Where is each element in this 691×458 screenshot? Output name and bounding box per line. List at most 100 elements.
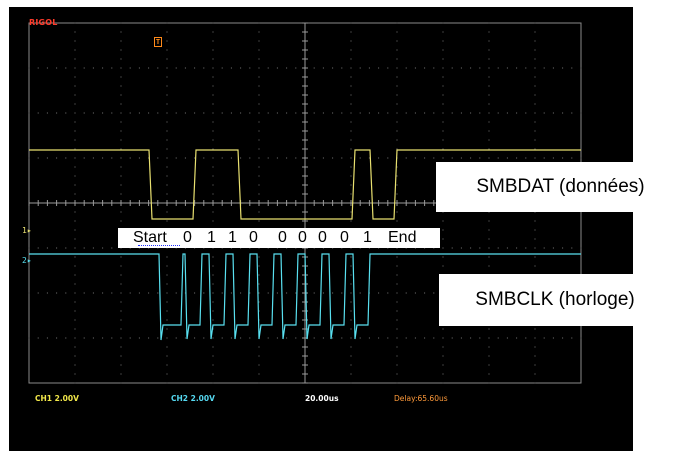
grid-dot: [184, 157, 186, 159]
grid-dot: [534, 103, 536, 105]
grid-dot: [350, 175, 352, 177]
grid-dot: [258, 148, 260, 150]
grid-dot: [120, 310, 122, 312]
grid-dot: [258, 40, 260, 42]
grid-dot: [359, 112, 361, 114]
grid-dot: [460, 112, 462, 114]
grid-dot: [74, 265, 76, 267]
grid-dot: [534, 211, 536, 213]
grid-dot: [322, 337, 324, 339]
grid-dot: [506, 157, 508, 159]
grid-dot: [488, 247, 490, 249]
grid-dot: [166, 130, 168, 132]
grid-dot: [534, 139, 536, 141]
grid-dot: [258, 382, 260, 384]
grid-dot: [258, 166, 260, 168]
grid-dot: [368, 337, 370, 339]
grid-dot: [74, 139, 76, 141]
grid-dot: [212, 337, 214, 339]
grid-dot: [424, 337, 426, 339]
grid-dot: [451, 247, 453, 249]
grid-dot: [120, 328, 122, 330]
grid-dot: [166, 184, 168, 186]
grid-dot: [350, 67, 352, 69]
grid-dot: [543, 247, 545, 249]
grid-dot: [249, 337, 251, 339]
grid-dot: [120, 49, 122, 51]
grid-dot: [230, 112, 232, 114]
grid-dot: [46, 247, 48, 249]
grid-dot: [120, 211, 122, 213]
grid-dot: [451, 157, 453, 159]
grid-dot: [148, 337, 150, 339]
grid-dot: [258, 121, 260, 123]
grid-dot: [286, 292, 288, 294]
grid-dot: [350, 256, 352, 258]
grid-dot: [396, 247, 398, 249]
grid-dot: [46, 292, 48, 294]
grid-dot: [120, 76, 122, 78]
grid-dot: [470, 112, 472, 114]
grid-dot: [221, 157, 223, 159]
grid-dot: [534, 256, 536, 258]
grid-dot: [56, 247, 58, 249]
grid-dot: [65, 112, 67, 114]
grid-dot: [258, 22, 260, 24]
grid-dot: [258, 85, 260, 87]
grid-dot: [313, 157, 315, 159]
ch2-level-marker: 2▸: [22, 256, 32, 265]
grid-dot: [396, 256, 398, 258]
grid-dot: [102, 67, 104, 69]
grid-dot: [240, 292, 242, 294]
grid-dot: [396, 382, 398, 384]
grid-dot: [534, 40, 536, 42]
grid-dot: [525, 337, 527, 339]
smbdat-label: SMBDAT (données): [436, 162, 685, 212]
grid-dot: [350, 148, 352, 150]
grid-dot: [148, 292, 150, 294]
grid-dot: [414, 112, 416, 114]
grid-dot: [258, 112, 260, 114]
grid-dot: [120, 283, 122, 285]
grid-dot: [479, 112, 481, 114]
grid-dot: [74, 247, 76, 249]
grid-dot: [65, 292, 67, 294]
grid-dot: [350, 337, 352, 339]
grid-dot: [267, 112, 269, 114]
grid-dot: [534, 121, 536, 123]
grid-dot: [212, 319, 214, 321]
grid-dot: [396, 211, 398, 213]
grid-dot: [534, 58, 536, 60]
grid-dot: [387, 67, 389, 69]
grid-dot: [350, 139, 352, 141]
grid-dot: [295, 247, 297, 249]
grid-dot: [258, 103, 260, 105]
grid-dot: [442, 346, 444, 348]
grid-dot: [148, 67, 150, 69]
grid-dot: [442, 373, 444, 375]
grid-dot: [378, 67, 380, 69]
grid-dot: [92, 67, 94, 69]
grid-dot: [350, 355, 352, 357]
grid-dot: [470, 337, 472, 339]
grid-dot: [212, 274, 214, 276]
grid-dot: [470, 67, 472, 69]
grid-dot: [396, 22, 398, 24]
grid-dot: [212, 121, 214, 123]
grid-dot: [497, 67, 499, 69]
grid-dot: [396, 337, 398, 339]
grid-dot: [221, 247, 223, 249]
grid-dot: [424, 67, 426, 69]
grid-dot: [129, 112, 131, 114]
grid-dot: [396, 265, 398, 267]
grid-dot: [516, 112, 518, 114]
grid-dot: [120, 85, 122, 87]
grid-dot: [111, 247, 113, 249]
smbclk-trace: [29, 253, 581, 341]
grid-dot: [28, 157, 30, 159]
grid-dot: [396, 94, 398, 96]
grid-dot: [424, 112, 426, 114]
grid-dot: [74, 85, 76, 87]
grid-dot: [258, 211, 260, 213]
grid-dot: [332, 67, 334, 69]
